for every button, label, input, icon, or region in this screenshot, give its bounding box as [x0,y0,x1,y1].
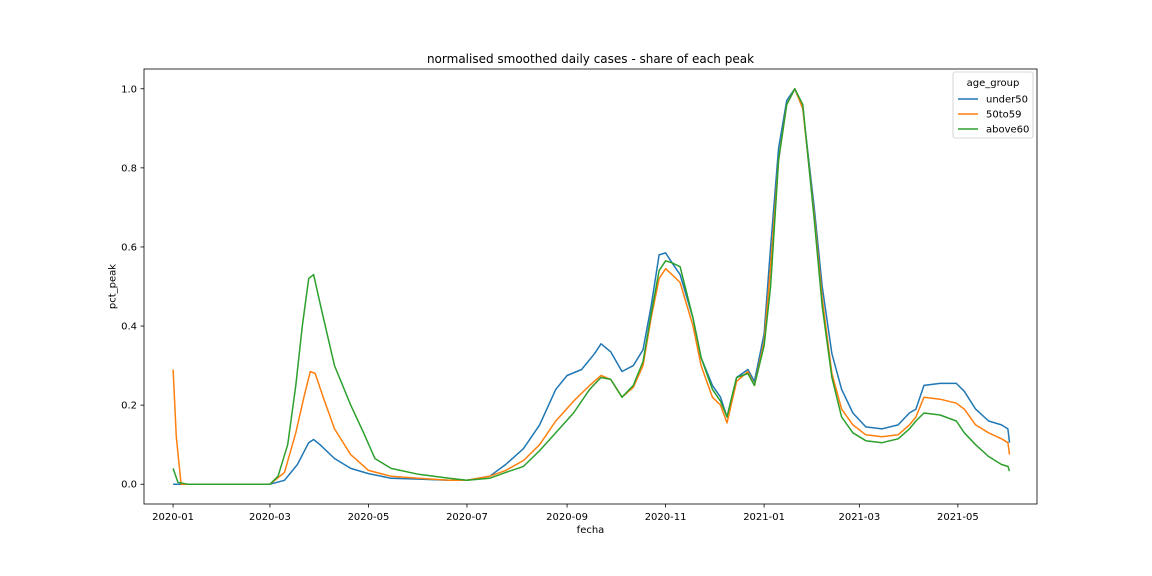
x-tick-label: 2021-05 [937,512,979,523]
x-axis-label: fecha [577,525,605,536]
x-tick-label: 2020-01 [152,512,194,523]
y-tick-label: 0.0 [121,480,137,491]
plot-area [143,68,1038,505]
y-axis-label: pct_peak [108,264,119,309]
x-tick-label: 2020-03 [249,512,291,523]
y-tick-label: 0.2 [121,401,137,412]
x-tick-label: 2020-07 [446,512,488,523]
x-tick-label: 2020-11 [645,512,687,523]
y-tick-label: 0.6 [121,242,137,253]
series-line-under50 [173,88,1011,485]
y-tick-label: 1.0 [121,84,137,95]
legend-label-above60: above60 [986,125,1029,136]
series-line-50to59 [172,88,1011,485]
chart-title: normalised smoothed daily cases - share … [427,52,754,66]
x-axis: 2020-01 2020-03 2020-05 2020-07 2020-09 2020-… [152,504,979,523]
legend-box [952,71,1034,139]
plot-frame [143,68,1038,505]
y-tick-label: 0.8 [121,163,137,174]
x-tick-label: 2020-05 [348,512,390,523]
y-axis: 0.0 0.2 0.4 0.6 0.8 1.0 [121,84,144,491]
legend-label-50to59: 50to59 [986,110,1022,121]
x-tick-label: 2021-01 [743,512,785,523]
y-tick-label: 0.4 [121,322,137,333]
series-line-above60 [172,88,1011,485]
x-tick-label: 2021-03 [838,512,880,523]
legend-title: age_group [967,78,1020,89]
legend: age_group under50 50to59 above60 [952,71,1034,139]
x-tick-label: 2020-09 [546,512,588,523]
legend-label-under50: under50 [986,95,1028,106]
